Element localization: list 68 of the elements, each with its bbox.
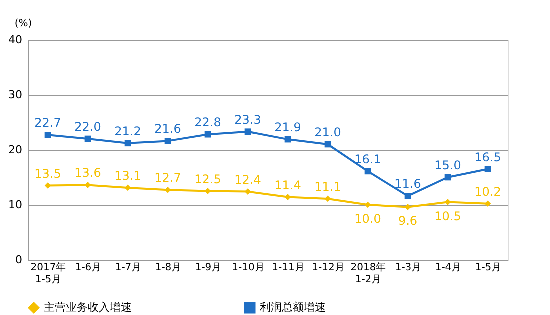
data-label: 11.4 <box>274 178 302 192</box>
y-tick-label: 30 <box>8 88 22 102</box>
data-label: 13.6 <box>74 166 102 180</box>
data-label: 11.1 <box>314 180 342 194</box>
data-label: 12.7 <box>154 171 182 186</box>
legend-label: 主营业务收入增速 <box>44 301 132 314</box>
point <box>404 193 412 200</box>
data-label: 12.5 <box>194 172 222 186</box>
point <box>44 182 52 189</box>
point <box>84 136 92 142</box>
data-label: 21.0 <box>314 126 342 140</box>
point <box>124 140 132 147</box>
x-tick-label: 1-10月 <box>232 262 265 274</box>
x-tick-label: 1-5月 <box>475 262 502 274</box>
data-label: 10.2 <box>474 184 502 199</box>
data-label: 22.7 <box>34 116 62 130</box>
x-tick-label: 1-3月 <box>395 262 422 274</box>
data-label: 13.5 <box>34 166 62 181</box>
data-label: 15.0 <box>434 158 462 172</box>
point <box>484 200 492 208</box>
y-tick-label: 40 <box>8 34 22 46</box>
point <box>284 136 292 143</box>
x-tick-label: 1-9月 <box>195 262 222 274</box>
point <box>204 131 212 138</box>
point <box>284 194 292 200</box>
point <box>164 186 172 194</box>
x-tick-label: 1-12月 <box>312 262 345 274</box>
y-tick-label: 10 <box>8 198 22 212</box>
y-axis-title: (%) <box>14 18 32 30</box>
data-label: 13.1 <box>114 168 142 183</box>
point <box>244 128 252 136</box>
point <box>84 182 92 188</box>
x-tick-label: 1-6月 <box>75 262 102 274</box>
y-tick-label: 20 <box>8 144 22 156</box>
point <box>124 184 132 192</box>
x-tick-label: 1-8月 <box>155 262 182 274</box>
point <box>444 174 452 181</box>
data-label: 21.6 <box>154 122 182 136</box>
point <box>364 202 372 208</box>
x-tick-label: 1-7月 <box>115 262 142 274</box>
data-label: 16.5 <box>474 150 502 164</box>
data-label: 23.3 <box>234 112 262 127</box>
point <box>244 188 252 195</box>
y-tick-label: 0 <box>16 254 22 266</box>
data-label: 16.1 <box>354 152 382 166</box>
point <box>324 141 332 148</box>
data-label: 22.0 <box>74 120 102 134</box>
data-label: 21.9 <box>274 120 302 135</box>
x-tick-label: 2018年 1-2月 <box>350 262 386 286</box>
data-label: 21.2 <box>114 124 142 138</box>
point <box>444 199 452 206</box>
data-label: 12.4 <box>234 172 262 187</box>
point <box>484 166 492 172</box>
point <box>364 168 372 175</box>
point <box>44 132 52 138</box>
x-tick-label: 1-11月 <box>272 262 305 274</box>
data-label: 9.6 <box>398 214 418 228</box>
x-tick-label: 2017年 1-5月 <box>30 262 66 286</box>
point <box>204 188 212 194</box>
data-label: 10.0 <box>354 212 382 226</box>
legend-label: 利润总额增速 <box>260 301 326 314</box>
point <box>164 138 172 144</box>
point <box>324 196 332 202</box>
x-tick-label: 1-4月 <box>435 262 462 274</box>
point <box>404 204 412 210</box>
data-label: 10.5 <box>434 209 462 224</box>
data-label: 22.8 <box>194 116 222 130</box>
data-label: 11.6 <box>394 177 422 192</box>
